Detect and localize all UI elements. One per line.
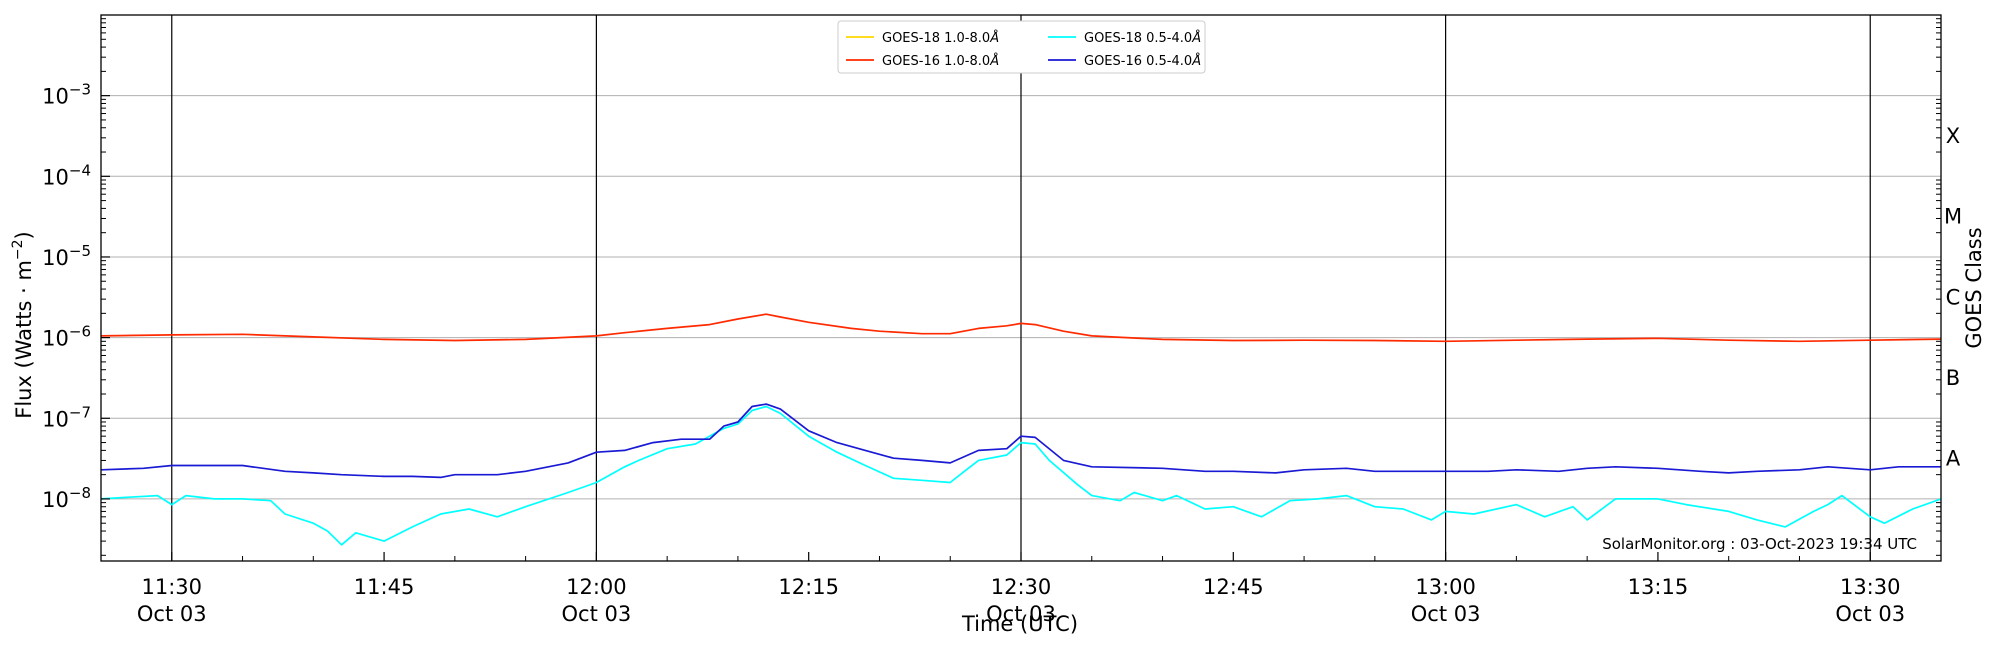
x-tick-label: 12:00	[566, 575, 627, 599]
goes-class-label: X	[1946, 124, 1960, 148]
goes-class-label: A	[1946, 447, 1961, 471]
x-tick-label: 13:00	[1415, 575, 1476, 599]
x-axis-label: Time (UTC)	[961, 612, 1078, 636]
x-tick-date-label: Oct 03	[986, 602, 1056, 626]
x-tick-label: 12:15	[778, 575, 839, 599]
axis-ticks: 10−8 10−7 10−6 10−5 10−4 10−3 11:30 Oct 03 11:45…	[42, 18, 1962, 626]
legend-box	[837, 20, 1206, 74]
y-tick-label: 10−5	[42, 242, 91, 270]
series-line	[100, 403, 1941, 479]
legend-entry: GOES-18 0.5-4.0Å	[1084, 30, 1201, 46]
series-line	[100, 405, 1942, 546]
series-layer	[100, 313, 1942, 546]
x-tick-date-label: Oct 03	[137, 602, 207, 626]
legend: GOES-18 1.0-8.0Å GOES-16 1.0-8.0Å GOES-18 …	[837, 20, 1206, 74]
y-tick-label: 10−8	[42, 484, 91, 512]
x-tick-label: 11:45	[354, 575, 415, 599]
series-line	[100, 313, 1942, 343]
x-tick-label: 12:30	[991, 575, 1052, 599]
legend-entry: GOES-16 1.0-8.0Å	[882, 53, 999, 69]
x-tick-label: 11:30	[142, 575, 203, 599]
goes-class-axis-label: GOES Class	[1962, 227, 1986, 348]
x-tick-date-label: Oct 03	[1835, 602, 1905, 626]
legend-entry: GOES-18 1.0-8.0Å	[882, 30, 999, 46]
x-tick-label: 13:30	[1840, 575, 1901, 599]
goes-class-label: B	[1946, 366, 1960, 390]
y-tick-label: 10−4	[42, 161, 91, 189]
y-axis-label: Flux (Watts · m−2)	[10, 231, 36, 419]
x-tick-label: 12:45	[1203, 575, 1264, 599]
goes-class-label: C	[1946, 285, 1961, 309]
x-tick-date-label: Oct 03	[1411, 602, 1481, 626]
x-tick-label: 13:15	[1628, 575, 1689, 599]
legend-entry: GOES-16 0.5-4.0Å	[1084, 53, 1201, 69]
y-tick-label: 10−7	[42, 403, 91, 431]
x-tick-date-label: Oct 03	[562, 602, 632, 626]
goes-class-label: M	[1944, 205, 1962, 229]
y-tick-label: 10−3	[42, 81, 91, 109]
time-markers	[171, 15, 1871, 561]
credit-text: SolarMonitor.org : 03-Oct-2023 19:34 UTC	[1602, 535, 1917, 553]
y-tick-label: 10−6	[42, 323, 91, 351]
